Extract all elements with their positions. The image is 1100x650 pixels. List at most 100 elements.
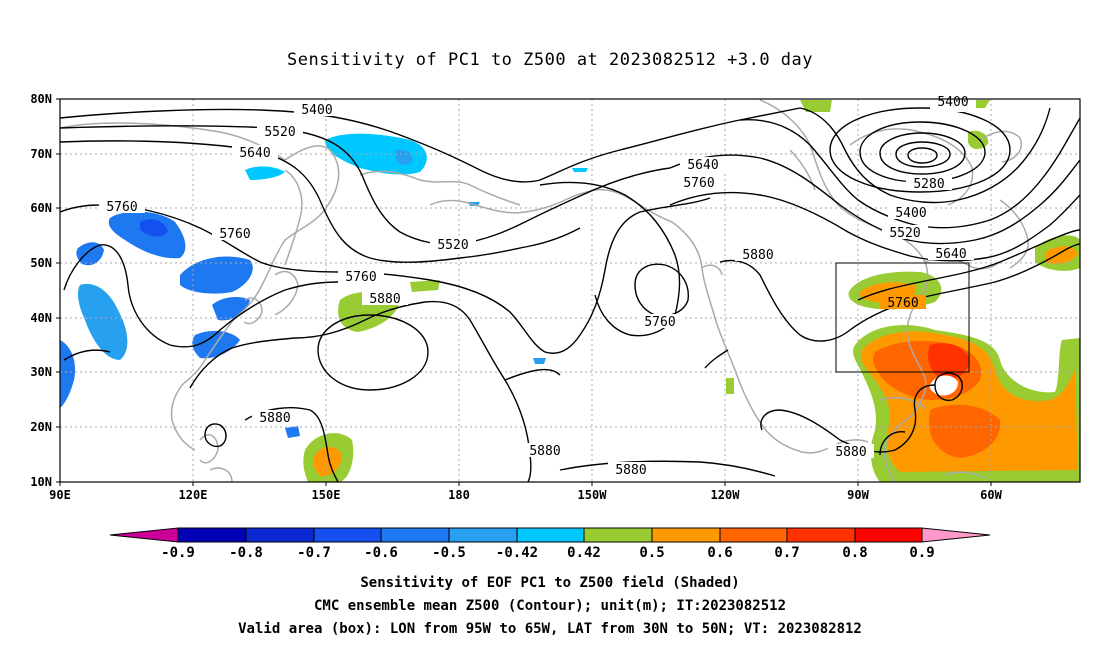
contour-label: 5400 xyxy=(930,95,976,112)
svg-text:5880: 5880 xyxy=(369,292,400,307)
svg-text:5760: 5760 xyxy=(683,176,714,191)
svg-text:5760: 5760 xyxy=(106,200,137,215)
contour-label: 5400 xyxy=(888,205,934,221)
contour-label: 5880 xyxy=(608,462,654,478)
contour-label: 5760 xyxy=(880,295,926,311)
contour-5880-west xyxy=(63,349,111,361)
contour-label: 5640 xyxy=(232,145,278,161)
lat-label: 10N xyxy=(30,475,52,489)
lon-label: 150W xyxy=(578,488,608,502)
svg-text:5760: 5760 xyxy=(219,227,250,242)
contour-label: 5760 xyxy=(99,199,145,215)
neg-blob-manchuria xyxy=(180,256,253,294)
z500-contours xyxy=(60,107,1080,482)
caption-contour: CMC ensemble mean Z500 (Contour); unit(m… xyxy=(313,598,786,614)
colorbar-label: -0.8 xyxy=(229,545,263,561)
contour-low-ring3 xyxy=(879,132,966,175)
caption-shaded: Sensitivity of EOF PC1 to Z500 field (Sh… xyxy=(360,575,740,591)
neg-blob-china-central xyxy=(77,283,128,360)
neg-blob-pacific-small1 xyxy=(572,168,588,172)
svg-text:5640: 5640 xyxy=(935,247,966,262)
lon-label: 150E xyxy=(312,488,341,502)
svg-text:5880: 5880 xyxy=(615,463,646,478)
colorbar-label: 0.5 xyxy=(639,545,664,561)
map-plot-area xyxy=(60,99,1080,482)
contour-label: 5880 xyxy=(252,410,298,426)
svg-text:5280: 5280 xyxy=(913,177,944,192)
coastlines xyxy=(60,99,1029,482)
contour-5880-ring-atl xyxy=(934,372,963,402)
neg-blob-china-west xyxy=(76,242,104,266)
negative-sensitivity-shading xyxy=(60,133,588,438)
neg-blob-tibet xyxy=(60,340,76,408)
contour-label: 5880 xyxy=(828,444,874,460)
colorbar-above-arrow xyxy=(921,527,991,543)
colorbar-swatch xyxy=(245,527,315,543)
contour-label: 5760 xyxy=(338,269,384,285)
lat-label: 30N xyxy=(30,365,52,379)
lat-label: 40N xyxy=(30,311,52,325)
pos-blob-hole xyxy=(929,375,958,396)
lat-label: 80N xyxy=(30,92,52,106)
contour-5880-se2 xyxy=(879,431,906,456)
neg-blob-mongolia xyxy=(108,211,186,259)
contour-small-mexico xyxy=(704,349,729,369)
contour-5760-ring-pacific xyxy=(634,263,689,317)
plot-frame xyxy=(59,98,1081,483)
colorbar-label: 0.7 xyxy=(774,545,799,561)
contour-5400-west xyxy=(60,107,801,183)
latitude-labels: 80N 70N 60N 50N 40N 30N 20N 10N xyxy=(30,92,52,489)
neg-blob-pacific-small2 xyxy=(285,426,300,438)
colorbar-swatch xyxy=(583,527,653,543)
contour-label: 5760 xyxy=(676,175,722,191)
svg-text:5880: 5880 xyxy=(742,248,773,263)
colorbar-swatch xyxy=(516,527,585,543)
colorbar-swatch xyxy=(313,527,382,543)
colorbar-swatch xyxy=(786,527,856,543)
pos-blob-gulf-small xyxy=(726,378,734,394)
colorbar-below-arrow xyxy=(109,527,179,543)
contour-label: 5520 xyxy=(882,225,928,241)
colorbar-label: -0.6 xyxy=(364,545,398,561)
contour-5880-ring xyxy=(317,314,429,391)
neg-blob-okhotsk xyxy=(245,166,285,180)
svg-text:5880: 5880 xyxy=(529,444,560,459)
contour-low-ring4 xyxy=(895,141,951,168)
contour-5640-mid xyxy=(539,181,681,337)
contour-label: 5400 xyxy=(294,102,340,118)
contour-5640-west xyxy=(60,140,581,263)
colorbar-swatch xyxy=(651,527,721,543)
lat-label: 70N xyxy=(30,147,52,161)
svg-text:5400: 5400 xyxy=(937,95,968,110)
caption-valid-area: Valid area (box): LON from 95W to 65W, L… xyxy=(238,621,862,637)
pos-blob-pacific-small xyxy=(410,280,440,292)
colorbar-label: 0.8 xyxy=(842,545,867,561)
colorbar-label: -0.5 xyxy=(432,545,466,561)
contour-5880-marianas xyxy=(244,407,339,482)
contour-5760-west xyxy=(60,197,711,354)
colorbar-swatch xyxy=(177,527,247,543)
contour-5640-north xyxy=(669,154,1080,245)
valid-area-box xyxy=(835,262,970,373)
lon-label: 90W xyxy=(847,488,869,502)
contour-label: 5880 xyxy=(362,291,408,307)
svg-text:5400: 5400 xyxy=(895,206,926,221)
colorbar xyxy=(109,527,991,543)
svg-text:5400: 5400 xyxy=(301,103,332,118)
svg-text:5520: 5520 xyxy=(889,226,920,241)
svg-text:5880: 5880 xyxy=(259,411,290,426)
contour-low-ring2 xyxy=(859,121,986,183)
colorbar-swatch xyxy=(448,527,518,543)
contour-5760-east xyxy=(857,229,1080,301)
contour-label: 5760 xyxy=(637,314,683,330)
neg-blob-small4 xyxy=(533,358,546,364)
contour-label: 5640 xyxy=(680,157,726,173)
axis-ticks xyxy=(56,98,992,486)
contour-5880-pacific-north xyxy=(504,368,561,381)
colorbar-label: -0.7 xyxy=(297,545,331,561)
contour-label: 5520 xyxy=(430,237,476,253)
contour-label: 5880 xyxy=(522,443,568,459)
lat-label: 60N xyxy=(30,201,52,215)
colorbar-labels: -0.9 -0.8 -0.7 -0.6 -0.5 -0.42 0.42 0.5 … xyxy=(161,545,935,561)
contour-label: 5880 xyxy=(735,247,781,263)
